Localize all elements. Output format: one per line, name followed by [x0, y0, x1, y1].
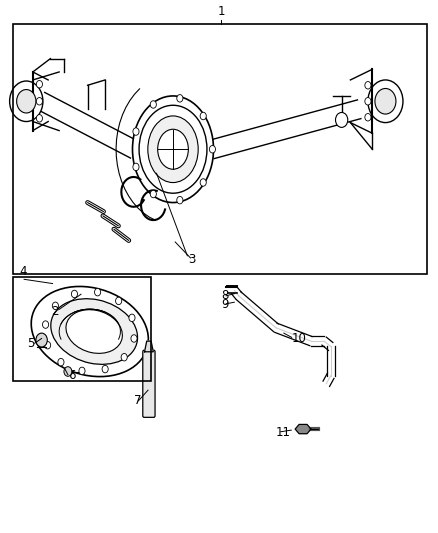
- Ellipse shape: [51, 298, 138, 365]
- Ellipse shape: [66, 310, 122, 353]
- Circle shape: [36, 115, 42, 122]
- Circle shape: [79, 367, 85, 375]
- Circle shape: [133, 128, 139, 135]
- Circle shape: [133, 163, 139, 171]
- Circle shape: [177, 94, 183, 102]
- Circle shape: [71, 290, 78, 298]
- Ellipse shape: [31, 286, 148, 377]
- Text: 10: 10: [291, 332, 306, 345]
- Text: 8: 8: [221, 289, 229, 302]
- Circle shape: [200, 179, 206, 186]
- Ellipse shape: [132, 96, 214, 203]
- Circle shape: [375, 88, 396, 114]
- Text: 1: 1: [217, 5, 225, 18]
- Polygon shape: [145, 341, 153, 352]
- Circle shape: [17, 90, 36, 113]
- Circle shape: [200, 112, 206, 120]
- Circle shape: [209, 146, 215, 153]
- Circle shape: [45, 342, 51, 349]
- Circle shape: [36, 98, 42, 105]
- Circle shape: [52, 302, 58, 310]
- Circle shape: [64, 367, 72, 376]
- Text: 11: 11: [276, 426, 291, 439]
- Bar: [13, 24, 427, 274]
- Ellipse shape: [148, 116, 198, 182]
- Circle shape: [95, 288, 101, 296]
- Circle shape: [36, 80, 42, 88]
- Circle shape: [121, 353, 127, 361]
- Circle shape: [365, 82, 371, 89]
- Circle shape: [150, 190, 156, 198]
- Circle shape: [365, 98, 371, 105]
- Circle shape: [129, 314, 135, 321]
- Text: 3: 3: [188, 253, 196, 266]
- Bar: [13, 277, 151, 381]
- Ellipse shape: [139, 105, 207, 193]
- Ellipse shape: [158, 130, 188, 169]
- Text: 5: 5: [27, 337, 34, 350]
- Polygon shape: [295, 424, 311, 434]
- Circle shape: [368, 80, 403, 123]
- Circle shape: [102, 365, 108, 373]
- Circle shape: [42, 321, 49, 328]
- Circle shape: [116, 297, 122, 305]
- Circle shape: [10, 81, 43, 122]
- Text: 6: 6: [68, 369, 75, 382]
- FancyBboxPatch shape: [143, 350, 155, 417]
- Circle shape: [150, 101, 156, 108]
- Circle shape: [58, 358, 64, 366]
- Text: 4: 4: [19, 265, 27, 278]
- Circle shape: [336, 112, 348, 127]
- Text: 9: 9: [221, 298, 229, 311]
- Text: 2: 2: [51, 305, 59, 318]
- Text: 7: 7: [134, 394, 141, 407]
- Circle shape: [131, 335, 137, 342]
- Circle shape: [365, 114, 371, 121]
- Circle shape: [36, 333, 47, 347]
- Circle shape: [177, 197, 183, 204]
